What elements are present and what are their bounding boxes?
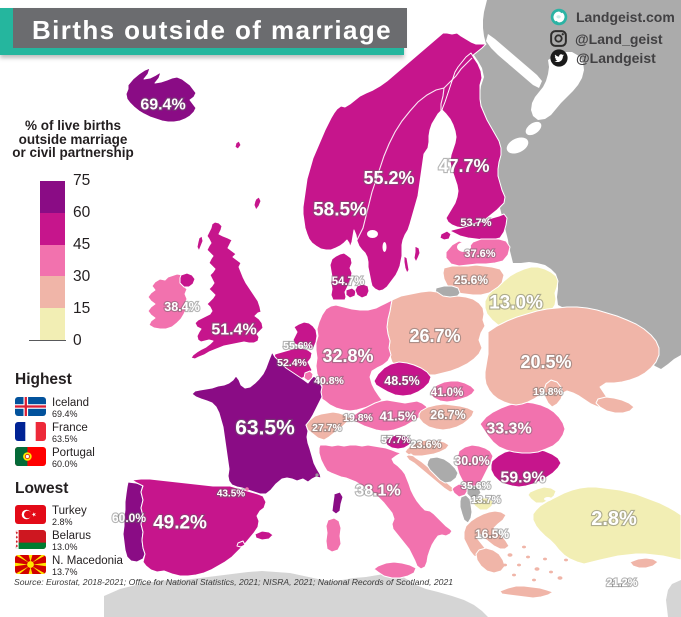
svg-text:20.5%: 20.5% (520, 352, 571, 372)
svg-text:27.7%: 27.7% (312, 422, 342, 434)
svg-text:21.2%: 21.2% (606, 577, 637, 589)
svg-text:41.5%: 41.5% (380, 409, 417, 424)
svg-text:58.5%: 58.5% (313, 200, 367, 221)
svg-text:57.7%: 57.7% (381, 434, 411, 446)
svg-text:59.9%: 59.9% (500, 470, 545, 487)
svg-text:69.4%: 69.4% (140, 97, 185, 114)
svg-text:40.8%: 40.8% (314, 375, 344, 387)
svg-text:38.4%: 38.4% (164, 300, 199, 314)
svg-text:13.7%: 13.7% (471, 494, 501, 506)
svg-text:32.8%: 32.8% (322, 346, 373, 366)
svg-text:52.4%: 52.4% (277, 357, 307, 369)
svg-text:41.0%: 41.0% (431, 387, 464, 399)
svg-text:19.8%: 19.8% (343, 412, 373, 424)
svg-text:49.2%: 49.2% (153, 513, 207, 534)
svg-text:23.6%: 23.6% (410, 439, 441, 451)
svg-text:43.5%: 43.5% (217, 489, 245, 500)
svg-text:54.7%: 54.7% (332, 276, 365, 288)
svg-text:35.6%: 35.6% (461, 480, 491, 492)
svg-text:51.4%: 51.4% (211, 322, 256, 339)
svg-text:26.7%: 26.7% (409, 326, 460, 346)
svg-text:26.7%: 26.7% (430, 408, 465, 422)
svg-text:48.5%: 48.5% (384, 374, 419, 388)
svg-text:25.6%: 25.6% (454, 273, 488, 287)
svg-text:37.6%: 37.6% (464, 248, 495, 260)
svg-text:30.0%: 30.0% (454, 454, 489, 468)
svg-text:47.7%: 47.7% (438, 156, 489, 176)
svg-text:53.7%: 53.7% (460, 217, 491, 229)
svg-text:2.8%: 2.8% (591, 508, 637, 530)
svg-text:19.8%: 19.8% (533, 386, 563, 398)
svg-text:13.0%: 13.0% (489, 293, 543, 314)
svg-text:63.5%: 63.5% (235, 417, 295, 440)
svg-text:55.6%: 55.6% (283, 340, 313, 352)
svg-text:33.3%: 33.3% (486, 421, 531, 438)
svg-text:55.2%: 55.2% (363, 168, 414, 188)
svg-text:16.5%: 16.5% (475, 527, 509, 541)
svg-text:60.0%: 60.0% (112, 511, 146, 525)
svg-text:38.1%: 38.1% (355, 483, 400, 500)
